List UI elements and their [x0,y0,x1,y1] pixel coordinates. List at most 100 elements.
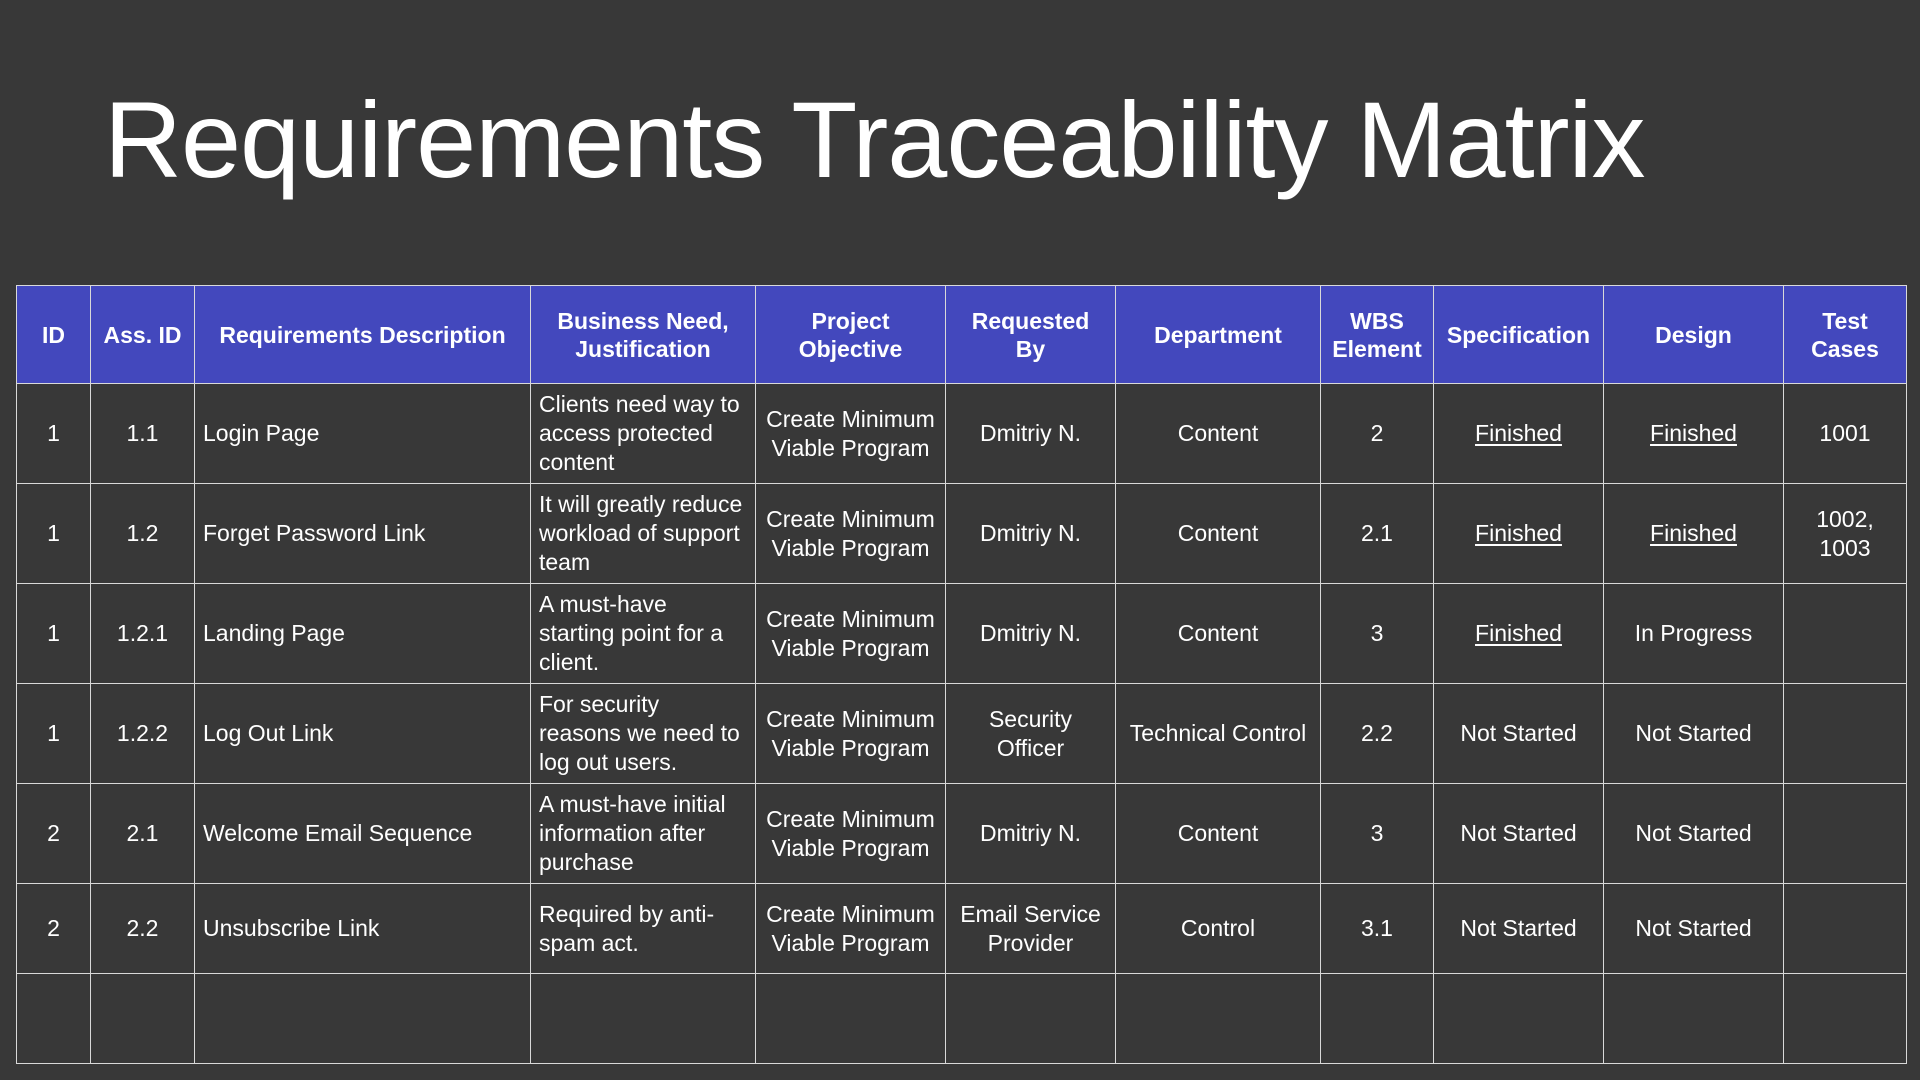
cell-department[interactable]: Content [1115,383,1321,484]
cell-ass-id[interactable] [90,973,195,1064]
cell-department[interactable]: Content [1115,783,1321,884]
cell-ass-id[interactable]: 1.2 [90,483,195,584]
cell-design[interactable]: Not Started [1603,783,1784,884]
cell-requirements-description[interactable]: Unsubscribe Link [194,883,531,974]
cell-specification[interactable]: Finished [1433,383,1604,484]
cell-requested-by[interactable]: Dmitriy N. [945,483,1116,584]
column-header-department[interactable]: Department [1115,285,1321,384]
cell-specification[interactable]: Not Started [1433,783,1604,884]
cell-design[interactable]: Finished [1603,383,1784,484]
cell-department[interactable] [1115,973,1321,1064]
cell-requested-by[interactable]: Dmitriy N. [945,583,1116,684]
cell-id[interactable]: 1 [16,483,91,584]
cell-id[interactable]: 2 [16,783,91,884]
cell-id[interactable]: 1 [16,383,91,484]
column-header-business-need[interactable]: Business Need, Justification [530,285,756,384]
cell-specification[interactable] [1433,973,1604,1064]
cell-specification[interactable]: Finished [1433,483,1604,584]
cell-id[interactable]: 1 [16,583,91,684]
cell-requirements-description[interactable]: Log Out Link [194,683,531,784]
cell-project-objective[interactable] [755,973,946,1064]
cell-business-need[interactable]: Required by anti-spam act. [530,883,756,974]
cell-design[interactable]: Finished [1603,483,1784,584]
cell-department[interactable]: Technical Control [1115,683,1321,784]
column-header-description[interactable]: Requirements Description [194,285,531,384]
cell-specification-link[interactable]: Finished [1475,420,1562,446]
cell-ass-id[interactable]: 1.1 [90,383,195,484]
cell-ass-id[interactable]: 2.2 [90,883,195,974]
cell-specification[interactable]: Finished [1433,583,1604,684]
cell-department[interactable]: Control [1115,883,1321,974]
table-row[interactable]: 1 1.2 Forget Password Link It will greatly … [16,483,1907,584]
cell-project-objective[interactable]: Create Minimum Viable Program [755,383,946,484]
cell-requirements-description[interactable]: Welcome Email Sequence [194,783,531,884]
cell-id[interactable]: 2 [16,883,91,974]
cell-requested-by[interactable] [945,973,1116,1064]
cell-id[interactable]: 1 [16,683,91,784]
cell-wbs-element[interactable]: 3.1 [1320,883,1434,974]
cell-design[interactable]: Not Started [1603,683,1784,784]
column-header-project-objective[interactable]: Project Objective [755,285,946,384]
cell-specification[interactable]: Not Started [1433,683,1604,784]
cell-test-cases[interactable] [1783,583,1907,684]
table-row[interactable]: 2 2.2 Unsubscribe Link Required by anti-spa… [16,883,1907,974]
cell-project-objective[interactable]: Create Minimum Viable Program [755,683,946,784]
cell-department[interactable]: Content [1115,583,1321,684]
cell-requirements-description[interactable]: Landing Page [194,583,531,684]
table-row-empty[interactable] [16,973,1907,1064]
cell-wbs-element[interactable]: 2.2 [1320,683,1434,784]
table-row[interactable]: 1 1.2.1 Landing Page A must-have starting p… [16,583,1907,684]
cell-design[interactable] [1603,973,1784,1064]
cell-test-cases[interactable] [1783,973,1907,1064]
cell-ass-id[interactable]: 1.2.2 [90,683,195,784]
cell-business-need[interactable]: A must-have starting point for a client. [530,583,756,684]
cell-requirements-description[interactable] [194,973,531,1064]
table-row[interactable]: 1 1.2.2 Log Out Link For security reasons w… [16,683,1907,784]
cell-requirements-description[interactable]: Login Page [194,383,531,484]
cell-business-need[interactable]: It will greatly reduce workload of suppo… [530,483,756,584]
cell-business-need[interactable]: Clients need way to access protected con… [530,383,756,484]
column-header-requested-by[interactable]: Requested By [945,285,1116,384]
cell-department[interactable]: Content [1115,483,1321,584]
cell-specification[interactable]: Not Started [1433,883,1604,974]
cell-requested-by[interactable]: Dmitriy N. [945,383,1116,484]
cell-test-cases[interactable] [1783,683,1907,784]
cell-wbs-element[interactable] [1320,973,1434,1064]
cell-id[interactable] [16,973,91,1064]
cell-test-cases[interactable] [1783,883,1907,974]
cell-specification-link[interactable]: Finished [1475,520,1562,546]
column-header-ass-id[interactable]: Ass. ID [90,285,195,384]
cell-specification-link[interactable]: Finished [1475,620,1562,646]
cell-design-link[interactable]: Finished [1650,520,1737,546]
cell-requested-by[interactable]: Email Service Provider [945,883,1116,974]
column-header-design[interactable]: Design [1603,285,1784,384]
table-row[interactable]: 1 1.1 Login Page Clients need way to access… [16,383,1907,484]
cell-business-need[interactable]: A must-have initial information after pu… [530,783,756,884]
column-header-test-cases[interactable]: Test Cases [1783,285,1907,384]
column-header-wbs-element[interactable]: WBS Element [1320,285,1434,384]
cell-design-link[interactable]: Finished [1650,420,1737,446]
cell-business-need[interactable]: For security reasons we need to log out … [530,683,756,784]
cell-wbs-element[interactable]: 2.1 [1320,483,1434,584]
cell-requested-by[interactable]: Dmitriy N. [945,783,1116,884]
cell-test-cases[interactable]: 1001 [1783,383,1907,484]
cell-wbs-element[interactable]: 2 [1320,383,1434,484]
cell-requested-by[interactable]: Security Officer [945,683,1116,784]
cell-test-cases[interactable] [1783,783,1907,884]
cell-test-cases[interactable]: 1002, 1003 [1783,483,1907,584]
cell-wbs-element[interactable]: 3 [1320,583,1434,684]
cell-project-objective[interactable]: Create Minimum Viable Program [755,583,946,684]
cell-business-need[interactable] [530,973,756,1064]
table-row[interactable]: 2 2.1 Welcome Email Sequence A must-have in… [16,783,1907,884]
cell-design[interactable]: In Progress [1603,583,1784,684]
column-header-specification[interactable]: Specification [1433,285,1604,384]
cell-project-objective[interactable]: Create Minimum Viable Program [755,883,946,974]
cell-design[interactable]: Not Started [1603,883,1784,974]
cell-wbs-element[interactable]: 3 [1320,783,1434,884]
cell-project-objective[interactable]: Create Minimum Viable Program [755,783,946,884]
cell-ass-id[interactable]: 1.2.1 [90,583,195,684]
cell-ass-id[interactable]: 2.1 [90,783,195,884]
cell-project-objective[interactable]: Create Minimum Viable Program [755,483,946,584]
column-header-id[interactable]: ID [16,285,91,384]
cell-requirements-description[interactable]: Forget Password Link [194,483,531,584]
